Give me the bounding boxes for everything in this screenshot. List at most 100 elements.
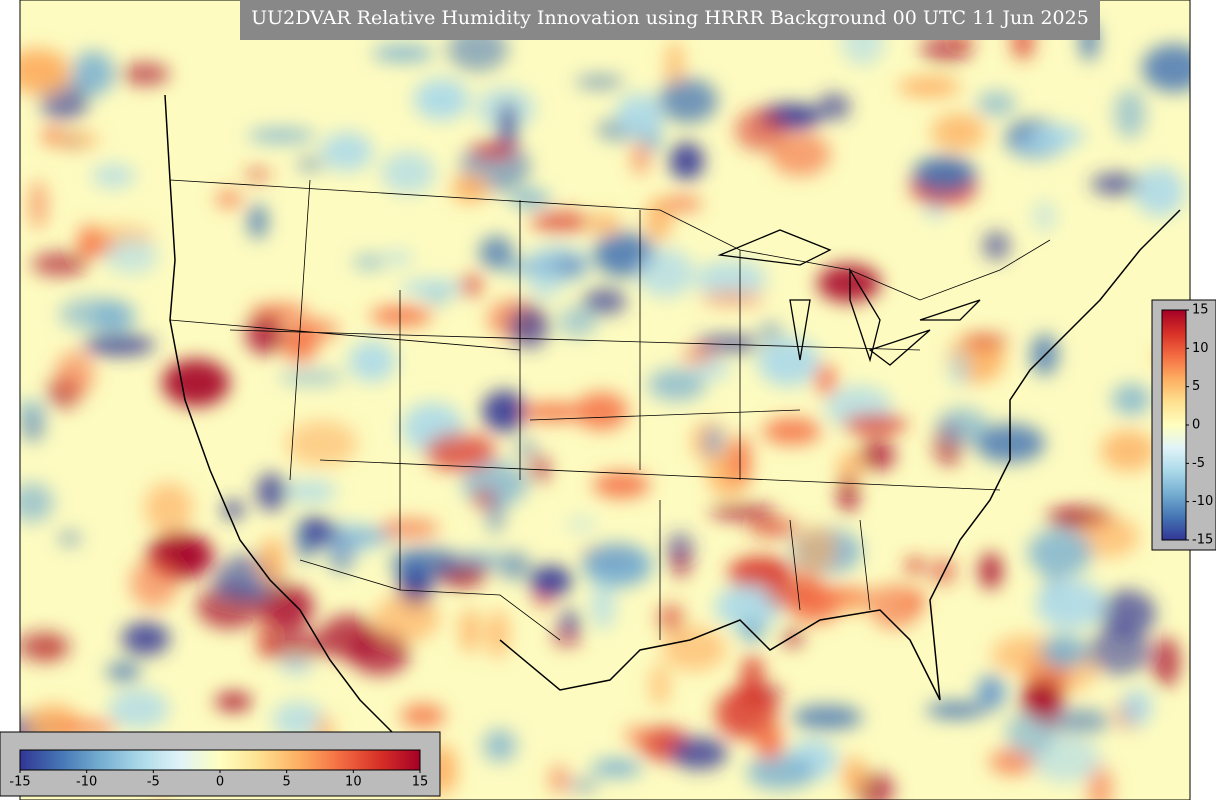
field-blob [383,251,414,264]
field-blob [121,63,170,86]
colorbar [19,749,421,771]
field-blob [694,359,731,379]
field-blob [949,350,970,387]
field-blob [212,578,277,600]
field-blob [1134,167,1185,217]
field-blob [1041,634,1086,669]
field-blob [905,557,924,574]
field-blob [759,322,783,342]
field-blob [582,288,627,315]
field-blob [482,729,517,763]
field-blob [1122,688,1152,726]
field-blob [593,472,650,498]
field-blob [279,369,345,386]
field-blob [979,552,1002,590]
field-blob [504,261,534,274]
innovation-field [20,16,1190,800]
field-blob [349,632,410,675]
field-blob [661,626,727,672]
field-blob [372,45,435,62]
field-blob [1075,515,1140,558]
field-blob [574,392,629,430]
field-blob [49,131,100,149]
field-blob [647,368,706,402]
field-blob [714,585,782,629]
field-blob [130,558,179,608]
field-blob [373,594,440,643]
field-blob [575,75,625,89]
field-blob [989,748,1038,775]
field-blob [926,702,986,719]
field-blob [400,279,466,297]
field-blob [1099,590,1156,638]
colorbar-tick-label: -15 [9,775,30,790]
field-blob [1100,430,1156,472]
field-blob [451,552,507,568]
field-blob [40,81,89,121]
field-blob [144,482,193,534]
field-blob [795,526,839,573]
field-blob [285,480,337,503]
field-blob [530,210,591,234]
field-blob [381,151,436,194]
field-blob [321,132,374,172]
field-blob [472,488,496,508]
field-blob [1087,764,1113,800]
field-blob [1005,710,1056,756]
colorbar [1161,309,1187,541]
field-blob [817,264,881,303]
field-blob [977,674,1005,712]
field-blob [469,142,517,159]
field-blob [590,581,616,630]
field-blob [976,91,1017,117]
field-blob [638,248,694,298]
field-blob [425,432,496,472]
field-blob [257,621,275,658]
field-blob [657,603,685,634]
field-blob [755,724,784,760]
field-blob [815,364,836,396]
field-blob [769,132,831,177]
colorbar-tick-label: 0 [1192,418,1200,433]
field-blob [624,725,651,747]
field-blob [247,129,316,143]
field-blob [352,254,386,270]
field-blob [615,93,664,138]
title: UU2DVAR Relative Humidity Innovation usi… [251,7,1089,29]
field-blob [460,607,480,654]
field-blob [92,164,135,188]
colorbar-tick-label: -5 [1192,456,1205,471]
colorbar-tick-label: 10 [1192,341,1209,356]
field-blob [558,306,597,338]
field-blob [741,654,764,700]
field-blob [1020,680,1064,720]
title-box [240,0,1100,40]
field-blob [20,401,46,416]
field-blob [43,127,60,145]
field-blob [838,471,859,514]
field-blob [413,78,470,121]
field-blob [1111,383,1152,416]
field-blob [735,109,786,151]
field-blob [567,518,596,531]
field-blob [162,359,230,407]
field-blob [296,157,325,171]
colorbar-tick-label: 5 [1192,379,1200,394]
field-blob [859,439,896,471]
field-blob [72,51,115,96]
field-blob [645,197,672,242]
field-blob [669,142,705,180]
field-blob [425,291,449,306]
field-blob [216,190,242,208]
field-blob [670,736,728,770]
field-blob [58,531,81,546]
field-blob [931,113,986,152]
field-blob [661,197,703,211]
field-blob [330,529,399,543]
field-blob [1090,173,1145,195]
field-blob [83,334,156,356]
field-blob [912,156,976,193]
field-blob [256,473,288,511]
field-blob [730,435,751,485]
field-blob [582,543,653,587]
